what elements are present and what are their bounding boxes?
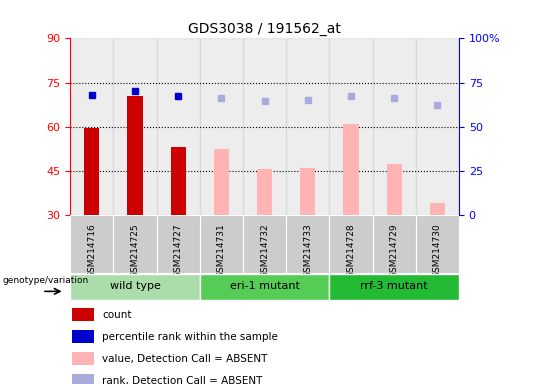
Bar xyxy=(257,169,272,215)
Text: GSM214728: GSM214728 xyxy=(347,223,355,278)
Bar xyxy=(300,168,315,215)
Bar xyxy=(127,96,143,215)
Bar xyxy=(243,215,286,273)
Bar xyxy=(416,38,459,215)
Title: GDS3038 / 191562_at: GDS3038 / 191562_at xyxy=(188,22,341,36)
Bar xyxy=(113,38,157,215)
Bar xyxy=(430,203,445,215)
Bar xyxy=(343,124,359,215)
Bar xyxy=(157,38,200,215)
Text: GSM214729: GSM214729 xyxy=(390,223,399,278)
Bar xyxy=(171,147,186,215)
Text: percentile rank within the sample: percentile rank within the sample xyxy=(103,332,278,342)
Bar xyxy=(84,128,99,215)
Text: GSM214732: GSM214732 xyxy=(260,223,269,278)
Text: wild type: wild type xyxy=(110,281,160,291)
Bar xyxy=(200,38,243,215)
Text: GSM214731: GSM214731 xyxy=(217,223,226,278)
Bar xyxy=(70,274,200,300)
Bar xyxy=(373,38,416,215)
Bar xyxy=(243,38,286,215)
Bar xyxy=(70,38,113,215)
Bar xyxy=(72,352,94,366)
Bar xyxy=(72,308,94,321)
Text: value, Detection Call = ABSENT: value, Detection Call = ABSENT xyxy=(103,354,268,364)
Bar xyxy=(416,215,459,273)
Bar xyxy=(70,215,113,273)
Text: rrf-3 mutant: rrf-3 mutant xyxy=(360,281,428,291)
Bar xyxy=(329,274,459,300)
Text: count: count xyxy=(103,310,132,320)
Bar xyxy=(329,38,373,215)
Text: rank, Detection Call = ABSENT: rank, Detection Call = ABSENT xyxy=(103,376,263,384)
Text: GSM214716: GSM214716 xyxy=(87,223,96,278)
Bar xyxy=(72,374,94,384)
Text: GSM214730: GSM214730 xyxy=(433,223,442,278)
Bar xyxy=(157,215,200,273)
Bar xyxy=(200,274,329,300)
Bar xyxy=(200,215,243,273)
Text: GSM214733: GSM214733 xyxy=(303,223,312,278)
Text: GSM214727: GSM214727 xyxy=(174,223,183,278)
Bar xyxy=(373,215,416,273)
Bar xyxy=(214,149,229,215)
Bar xyxy=(286,215,329,273)
Text: GSM214725: GSM214725 xyxy=(131,223,139,278)
Bar xyxy=(387,164,402,215)
Bar xyxy=(329,215,373,273)
Bar xyxy=(286,38,329,215)
Bar xyxy=(72,330,94,343)
Bar xyxy=(113,215,157,273)
Text: genotype/variation: genotype/variation xyxy=(2,276,89,285)
Text: eri-1 mutant: eri-1 mutant xyxy=(230,281,300,291)
